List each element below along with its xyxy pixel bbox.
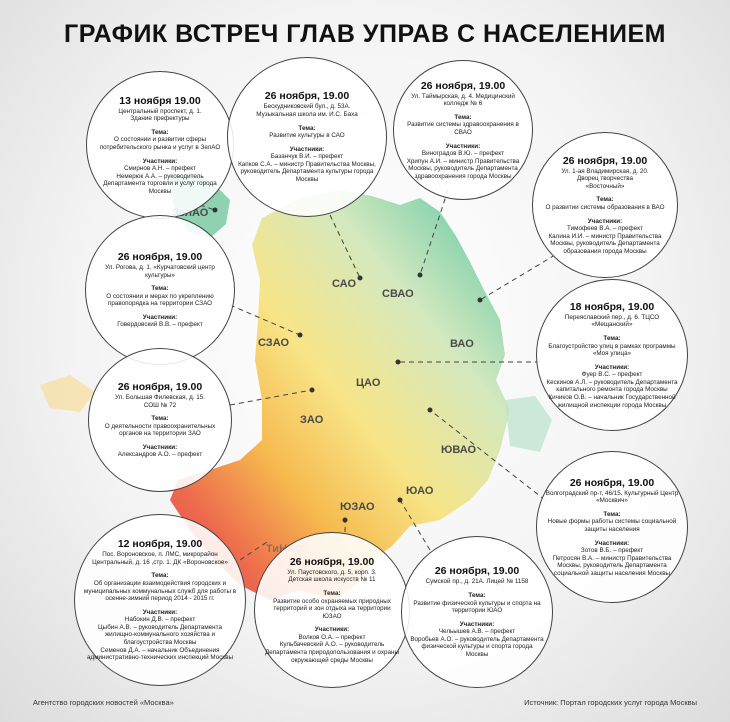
meeting-theme: Новые формы работы системы социальной за…	[547, 518, 677, 533]
meeting-circle: 26 ноября, 19.00 Ул. Большая Филевская, д…	[88, 348, 232, 492]
meeting-circle: 12 ноября, 19.00 Пос. Вороновское, п. ЛМС…	[74, 514, 246, 686]
theme-heading: Тема:	[596, 196, 614, 204]
participants-heading: Участники:	[142, 443, 178, 451]
meeting-circle: 26 ноября, 19.00 Сумской пр., д. 21А. Лиц…	[401, 536, 553, 688]
district-label-yuvao: ЮВАО	[441, 444, 477, 456]
meeting-circle: 18 ноября, 19.00 Переяславский пер., д. 6…	[536, 279, 688, 431]
theme-heading: Тема:	[454, 113, 472, 121]
meeting-date: 26 ноября, 19.00	[569, 476, 655, 489]
meeting-date: 18 ноября, 19.00	[569, 300, 655, 313]
east-exclave	[505, 396, 552, 452]
meeting-place: Ул. Паустовского, д. 5, корп. 3. Детская…	[287, 568, 377, 584]
theme-heading: Тема:	[603, 510, 621, 518]
district-markers	[212, 207, 483, 523]
meeting-date: 26 ноября, 19.00	[117, 250, 203, 263]
theme-heading: Тема:	[151, 572, 169, 580]
meeting-participants: Волков О.А. – префект Кульбачевский А.О.…	[264, 633, 400, 664]
meeting-participants: Зотов В.Б. – префект Петросян В.А. – мин…	[552, 547, 672, 577]
meeting-theme: Благоустройство улиц в рамках программы …	[548, 342, 676, 358]
meeting-date: 26 ноября, 19.00	[420, 79, 506, 92]
meeting-theme: Развитие физической культуры и спорта на…	[413, 599, 541, 615]
district-label-szao: СЗАО	[258, 337, 289, 349]
meeting-circle: 26 ноября, 19.00 Ул. Паустовского, д. 5, …	[254, 532, 410, 688]
meeting-place: Ул. 1-ая Владимирская, д. 20. Дворец тво…	[561, 167, 649, 190]
meeting-participants: Базанчук В.И. – префект Капков С.А. – ми…	[238, 153, 376, 184]
participants-heading: Участники:	[289, 145, 325, 153]
meeting-date: 13 ноября 19.00	[119, 94, 201, 107]
district-label-zao: ЗАО	[300, 414, 324, 426]
meeting-place: Сумской пр., д. 21А. Лицей № 1158	[425, 578, 529, 586]
meeting-place: Ул. Рогова, д. 1. «Курчатовский центр ку…	[105, 263, 215, 279]
participants-heading: Участники:	[142, 313, 178, 321]
meeting-circle: 26 ноября, 19.00 Ул. Таймырская, д. 4. Ме…	[393, 60, 533, 200]
theme-heading: Тема:	[468, 591, 486, 599]
meeting-date: 26 ноября, 19.00	[434, 565, 520, 578]
meeting-participants: Тимофеев В.А. – префект Калина И.И. – ми…	[548, 225, 662, 255]
meeting-date: 26 ноября, 19.00	[117, 380, 203, 393]
district-label-svao: СВАО	[382, 288, 414, 300]
theme-heading: Тема:	[151, 285, 169, 293]
meeting-place: Переяславский пер., д. 6. ТЦСО «Мещански…	[564, 313, 660, 329]
meeting-place: Центральный проспект, д. 1. Здание префе…	[118, 107, 202, 123]
theme-heading: Тема:	[151, 128, 169, 136]
meeting-theme: Развитие особо охраняемых природных терр…	[273, 597, 391, 620]
meeting-participants: Смирнов А.Н. – префект Немерюк А.А. – ру…	[103, 165, 217, 195]
meeting-date: 26 ноября, 19.00	[562, 154, 648, 167]
participants-heading: Участники:	[314, 626, 350, 634]
meeting-participants: Александров А.О. – префект	[117, 451, 203, 459]
meeting-participants: Набокин Д.В. – префект Цыбин А.В. – руко…	[87, 616, 233, 662]
theme-heading: Тема:	[298, 124, 316, 132]
meeting-place: Ул. Большая Филевская, д. 15. СОШ № 72	[114, 393, 206, 409]
meeting-circle: 13 ноября 19.00 Центральный проспект, д. …	[86, 71, 234, 219]
meeting-place: Пос. Вороновское, п. ЛМС, микрорайон Цен…	[92, 551, 228, 566]
meeting-date: 26 ноября, 19.00	[264, 90, 350, 103]
meeting-circle: 26 ноября, 19.00 Бескудниковский бул., д.…	[227, 57, 387, 217]
meeting-circle: 26 ноября, 19.00 Ул. 1-ая Владимирская, д…	[532, 132, 678, 278]
theme-heading: Тема:	[151, 415, 169, 423]
meeting-date: 12 ноября, 19.00	[117, 538, 203, 551]
meeting-participants: Виноградов В.Ю. – префект Хрипун А.И. – …	[406, 150, 520, 180]
meeting-theme: Развитие культуры в САО	[269, 132, 345, 140]
participants-heading: Участники:	[594, 363, 630, 371]
meeting-circle: 26 ноября, 19.00 Волгоградский пр-т, 46/1…	[536, 451, 688, 603]
meeting-theme: О состоянии и мерах по укреплению правоп…	[106, 292, 214, 308]
theme-heading: Тема:	[323, 589, 341, 597]
meeting-theme: Развитие системы здравоохранения в СВАО	[407, 121, 519, 136]
moscow-region	[170, 190, 510, 600]
participants-heading: Участники:	[142, 157, 178, 165]
participants-heading: Участники:	[142, 608, 178, 616]
district-label-cao: ЦАО	[356, 377, 381, 389]
participants-heading: Участники:	[459, 620, 495, 628]
participants-heading: Участники:	[594, 539, 630, 547]
meeting-place: Ул. Таймырская, д. 4. Медицинский коллед…	[411, 92, 515, 108]
footer-source: Источник: Портал городских услуг города …	[524, 698, 697, 707]
participants-heading: Участники:	[587, 217, 623, 225]
district-label-yuzao: ЮЗАО	[340, 501, 375, 513]
meeting-date: 26 ноября, 19.00	[289, 555, 375, 568]
meeting-place: Волгоградский пр-т, 46/15. Культурный Це…	[545, 489, 679, 505]
meeting-circle: 26 ноября, 19.00 Ул. Рогова, д. 1. «Курча…	[85, 215, 235, 365]
footer-agency: Агентство городских новостей «Москва»	[33, 698, 174, 707]
meeting-participants: Чельышев А.В. – префект Воробьев А.О. – …	[410, 628, 544, 659]
connector-lines	[199, 189, 556, 561]
meeting-participants: Фуер В.С. – префект Кескинов А.Л. – руко…	[546, 371, 678, 409]
district-label-vao: ВАО	[450, 338, 474, 350]
page-title: ГРАФИК ВСТРЕЧ ГЛАВ УПРАВ С НАСЕЛЕНИЕМ	[64, 20, 666, 48]
meeting-theme: О развитии системы образования в ВАО	[545, 203, 665, 211]
district-label-sao: САО	[332, 278, 356, 290]
participants-heading: Участники:	[445, 142, 481, 150]
meeting-place: Бескудниковский бул., д. 53А. Музыкальна…	[256, 103, 358, 118]
meeting-participants: Говердовский В.В. – префект	[117, 321, 203, 329]
district-label-yuao: ЮАО	[406, 485, 434, 497]
meeting-theme: О состоянии и развитии сферы потребитель…	[99, 136, 221, 151]
meeting-theme: О деятельности правоохранительных органо…	[104, 422, 216, 438]
west-exclave	[40, 375, 95, 412]
theme-heading: Тема:	[603, 334, 621, 342]
meeting-theme: Об организации взаимодействия городских …	[83, 579, 237, 603]
